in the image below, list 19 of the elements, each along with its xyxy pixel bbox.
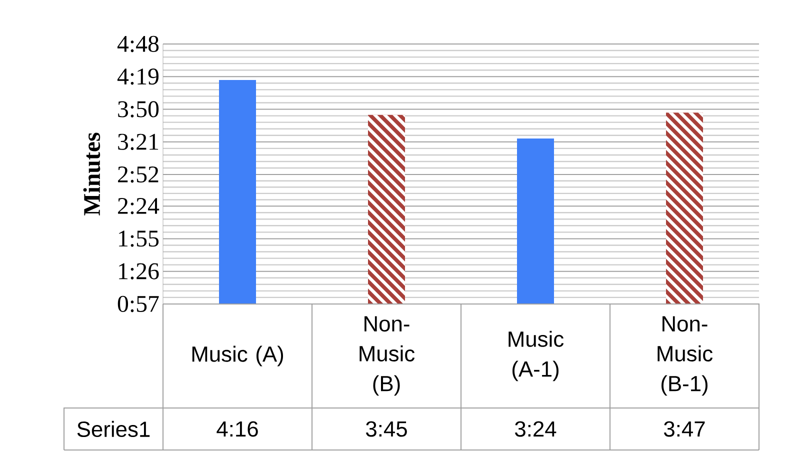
data-label: 3:24 [515, 421, 556, 437]
data-label: 3:47 [664, 421, 705, 437]
y-tick-label: 3:21 [118, 134, 158, 150]
data-label: 4:16 [216, 421, 258, 437]
y-tick-label: 4:19 [117, 68, 159, 85]
data-label: 3:45 [366, 421, 407, 437]
y-tick-label: 1:55 [119, 230, 159, 247]
y-tick-label: 2:52 [118, 166, 158, 183]
y-tick-label: 0:57 [118, 296, 159, 312]
x-tick-label: Music (A) [192, 346, 284, 366]
x-tick-label: Non-Music (B-1) [658, 316, 713, 396]
x-tick-label: Music (A-1) [508, 330, 564, 382]
y-axis-title: Minutes [83, 132, 100, 216]
y-tick-label: 1:26 [119, 263, 159, 280]
y-tick-label: 4:48 [117, 36, 159, 52]
y-tick-label: 3:50 [118, 101, 159, 118]
y-tick-label: 2:24 [118, 198, 160, 214]
x-tick-label: Non-Music (B) [360, 316, 415, 396]
text: Series1 [77, 420, 150, 438]
